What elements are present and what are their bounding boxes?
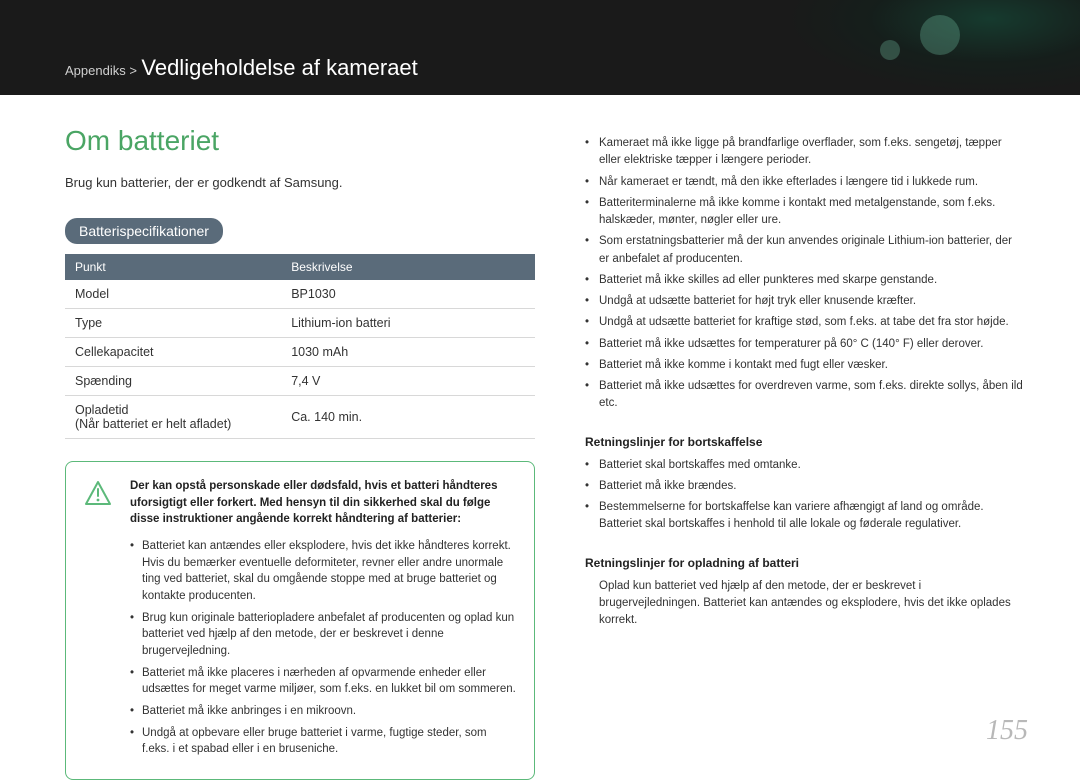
- table-cell: BP1030: [281, 280, 535, 309]
- list-item: Batteriet kan antændes eller eksplodere,…: [130, 538, 516, 605]
- list-item: Batteriet må ikke brændes.: [585, 478, 1025, 495]
- spec-table: Punkt Beskrivelse ModelBP1030TypeLithium…: [65, 254, 535, 439]
- list-item: Batteriet må ikke anbringes i en mikroov…: [130, 703, 516, 720]
- warning-box: Der kan opstå personskade eller dødsfald…: [65, 461, 535, 780]
- left-column: Om batteriet Brug kun batterier, der er …: [65, 125, 535, 780]
- list-item: Batteriet må ikke skilles ad eller punkt…: [585, 272, 1025, 289]
- list-item: Bestemmelserne for bortskaffelse kan var…: [585, 499, 1025, 534]
- table-cell: 1030 mAh: [281, 338, 535, 367]
- list-item: Som erstatningsbatterier må der kun anve…: [585, 233, 1025, 268]
- list-item: Undgå at udsætte batteriet for kraftige …: [585, 314, 1025, 331]
- table-row: Spænding7,4 V: [65, 367, 535, 396]
- list-item: Når kameraet er tændt, må den ikke efter…: [585, 174, 1025, 191]
- list-item: Batteriet må ikke udsættes for overdreve…: [585, 378, 1025, 413]
- warning-lead: Der kan opstå personskade eller dødsfald…: [130, 478, 516, 528]
- table-cell: Cellekapacitet: [65, 338, 281, 367]
- table-row: ModelBP1030: [65, 280, 535, 309]
- disposal-heading: Retningslinjer for bortskaffelse: [585, 435, 1025, 449]
- charge-heading: Retningslinjer for opladning af batteri: [585, 556, 1025, 570]
- list-item: Batteriet må ikke udsættes for temperatu…: [585, 336, 1025, 353]
- list-item: Batteriet må ikke komme i kontakt med fu…: [585, 357, 1025, 374]
- section-title: Om batteriet: [65, 125, 535, 157]
- table-cell: Type: [65, 309, 281, 338]
- table-cell: Model: [65, 280, 281, 309]
- list-item: Brug kun originale batteriopladere anbef…: [130, 610, 516, 660]
- spec-badge: Batterispecifikationer: [65, 218, 223, 244]
- header-decoration: [780, 0, 1080, 95]
- table-cell: Opladetid (Når batteriet er helt afladet…: [65, 396, 281, 439]
- page-number: 155: [986, 715, 1028, 747]
- content-area: Om batteriet Brug kun batterier, der er …: [0, 95, 1080, 780]
- table-cell: Spænding: [65, 367, 281, 396]
- table-row: Opladetid (Når batteriet er helt afladet…: [65, 396, 535, 439]
- list-item: Undgå at udsætte batteriet for højt tryk…: [585, 293, 1025, 310]
- table-row: TypeLithium-ion batteri: [65, 309, 535, 338]
- list-item: Undgå at opbevare eller bruge batteriet …: [130, 725, 516, 758]
- disposal-list: Batteriet skal bortskaffes med omtanke. B…: [585, 457, 1025, 534]
- list-item: Kameraet må ikke ligge på brandfarlige o…: [585, 135, 1025, 170]
- table-cell: Lithium-ion batteri: [281, 309, 535, 338]
- list-item: Batteriterminalerne må ikke komme i kont…: [585, 195, 1025, 230]
- header-band: Appendiks > Vedligeholdelse af kameraet: [0, 0, 1080, 95]
- list-item: Batteriet skal bortskaffes med omtanke.: [585, 457, 1025, 474]
- table-header-punkt: Punkt: [65, 254, 281, 280]
- right-column: Kameraet må ikke ligge på brandfarlige o…: [585, 125, 1025, 780]
- table-row: Cellekapacitet1030 mAh: [65, 338, 535, 367]
- table-cell: Ca. 140 min.: [281, 396, 535, 439]
- list-item: Batteriet må ikke placeres i nærheden af…: [130, 665, 516, 698]
- breadcrumb-title: Vedligeholdelse af kameraet: [141, 55, 417, 80]
- breadcrumb-prefix: Appendiks >: [65, 63, 137, 78]
- warning-icon: [84, 480, 112, 506]
- charge-text: Oplad kun batteriet ved hjælp af den met…: [585, 578, 1025, 630]
- intro-text: Brug kun batterier, der er godkendt af S…: [65, 175, 535, 190]
- table-cell: 7,4 V: [281, 367, 535, 396]
- right-top-list: Kameraet må ikke ligge på brandfarlige o…: [585, 135, 1025, 413]
- table-header-beskrivelse: Beskrivelse: [281, 254, 535, 280]
- warning-list: Batteriet kan antændes eller eksplodere,…: [84, 538, 516, 758]
